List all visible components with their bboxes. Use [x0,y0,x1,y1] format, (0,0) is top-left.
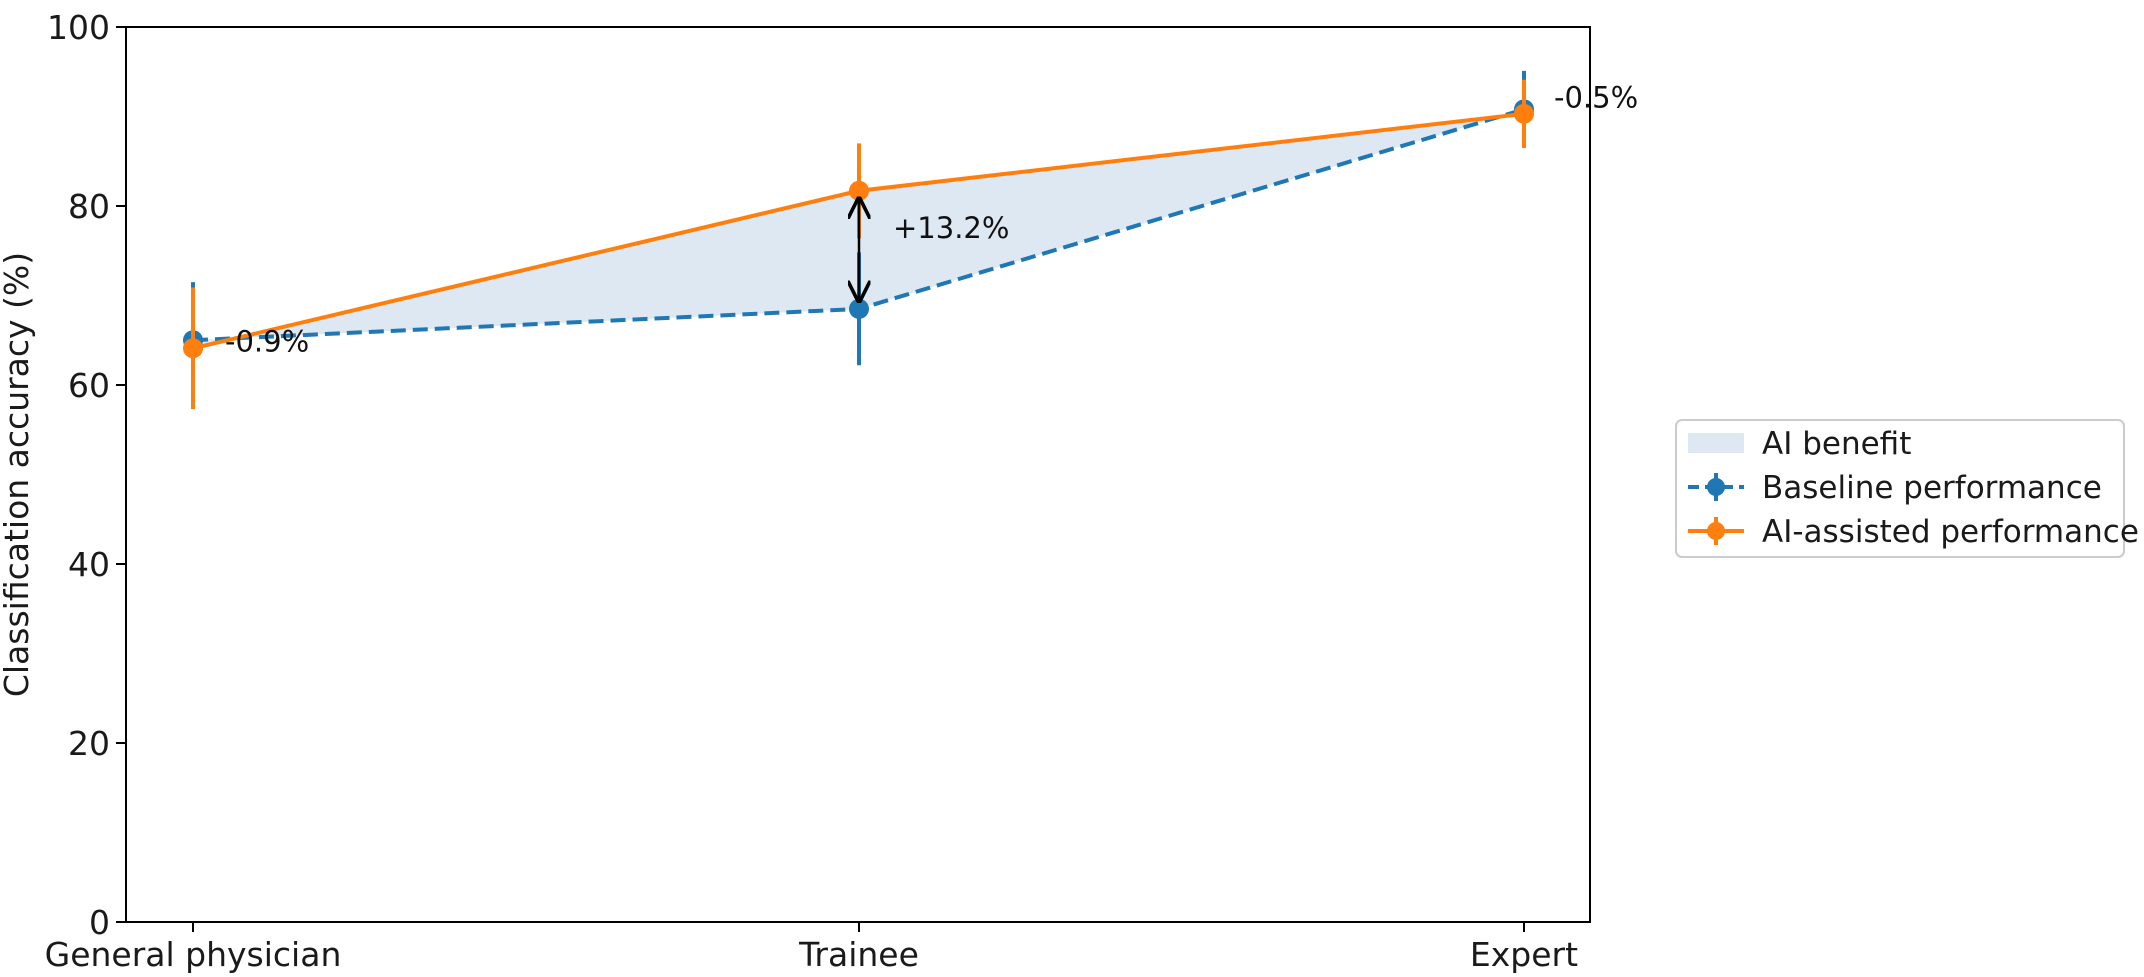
difference-label: +13.2% [893,211,1009,245]
y-tick-label: 60 [68,366,110,405]
legend-box [1675,419,2125,558]
y-tick-label: 100 [47,8,110,47]
x-tick-label: Trainee [798,935,919,974]
legend-swatch-ai-benefit [1688,433,1744,453]
y-tick-label: 40 [68,545,110,584]
legend-label: AI-assisted performance [1762,514,2139,550]
x-tick-label: General physician [45,935,342,974]
data-point [849,298,869,319]
data-point [183,338,203,359]
x-axis: General physician Trainee Expert [45,922,1578,974]
data-point [1514,103,1534,124]
x-tick-label: Expert [1470,935,1578,974]
y-tick-label: 0 [89,903,110,942]
difference-label: -0.5% [1554,80,1638,114]
difference-label: -0.9% [225,324,309,358]
y-axis-title: Classification accuracy (%) [0,252,36,697]
y-axis: 0 20 40 60 80 100 [47,8,126,942]
annotation-layer: -0.9% +13.2% -0.5% [225,80,1638,358]
y-tick-label: 20 [68,724,110,763]
legend-marker [1707,478,1725,496]
y-tick-label: 80 [68,187,110,226]
data-point [849,180,869,201]
legend: AI benefit Baseline performance AI-assiste… [1675,419,2139,558]
legend-label: Baseline performance [1762,470,2102,506]
legend-label: AI benefit [1762,426,1911,462]
legend-marker [1707,522,1725,540]
